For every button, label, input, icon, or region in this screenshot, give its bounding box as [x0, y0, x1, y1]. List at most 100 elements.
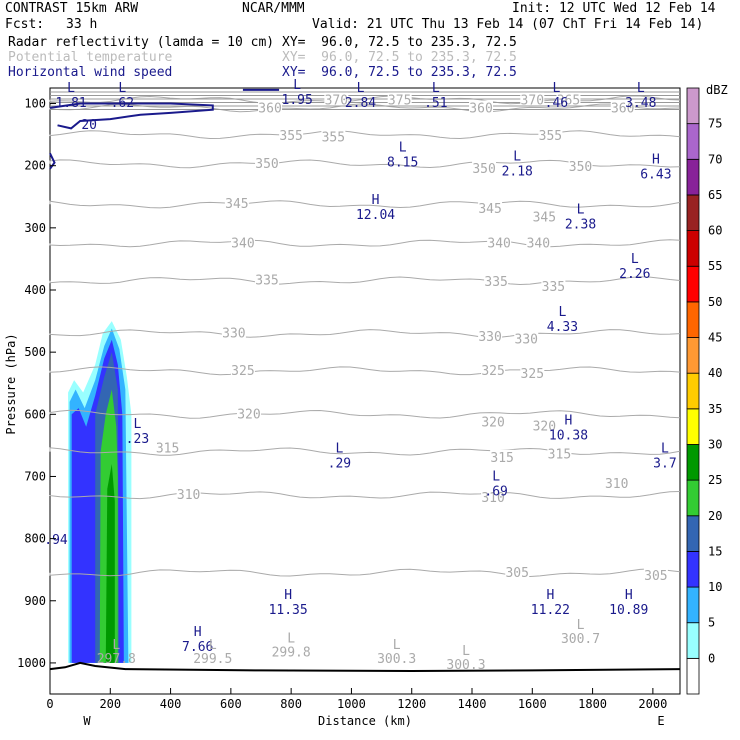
fcst-value: 33 h — [66, 17, 98, 32]
surface-marker-L: L — [462, 644, 470, 659]
theta-label-bg-33 — [547, 446, 572, 460]
theta-contour-315 — [49, 447, 681, 456]
colorbar-level-label: 55 — [708, 259, 722, 273]
extremum-marker-L: L — [513, 150, 521, 165]
extremum-value: 3.7 — [653, 457, 676, 472]
theta-label-335: 335 — [542, 280, 565, 295]
x-tick-label: 2000 — [638, 697, 667, 711]
theta-label-310: 310 — [481, 491, 504, 506]
extremum-marker-H: H — [546, 588, 554, 603]
extremum-value: .51 — [424, 96, 447, 111]
colorbar-segment — [686, 87, 700, 125]
theta-label-335: 335 — [484, 275, 507, 290]
center-name: NCAR/MMM — [242, 1, 305, 16]
extremum-value: .29 — [328, 457, 351, 472]
wind-contour-edge — [49, 152, 56, 170]
colorbar-segment — [686, 408, 700, 445]
extremum-marker-H: H — [652, 153, 660, 168]
theta-label-bg-36 — [604, 475, 629, 489]
theta-label-bg-9 — [321, 129, 346, 143]
terrain-line — [49, 661, 681, 673]
theta-label-350: 350 — [569, 160, 592, 175]
x-tick-label: 1800 — [578, 697, 607, 711]
theta-label-bg-17 — [487, 235, 512, 249]
colorbar-level-label: 50 — [708, 295, 722, 309]
colorbar-level-label: 65 — [708, 188, 722, 202]
theta-label-bg-26 — [481, 362, 506, 376]
theta-label-360: 360 — [258, 102, 281, 117]
theta-label-350: 350 — [255, 157, 278, 172]
theta-contour-355 — [49, 130, 681, 140]
theta-label-bg-1 — [324, 92, 349, 106]
extremum-marker-L: L — [492, 470, 500, 485]
theta-label-320: 320 — [481, 415, 504, 430]
y-tick-label: 900 — [24, 594, 46, 608]
theta-label-325: 325 — [231, 364, 254, 379]
theta-label-bg-34 — [176, 487, 201, 501]
theta-label-bg-19 — [255, 272, 280, 286]
x-end-left: W — [83, 714, 91, 728]
surface-value: 299.8 — [272, 646, 311, 661]
colorbar-segment — [686, 337, 700, 374]
theta-label-bg-13 — [224, 196, 249, 210]
colorbar-unit: dBZ — [706, 83, 728, 97]
colorbar-segment — [686, 444, 700, 481]
init-time: Init: 12 UTC Wed 12 Feb 14 — [512, 1, 716, 16]
theta-label-305: 305 — [505, 566, 528, 581]
colorbar-level-label: 45 — [708, 331, 722, 345]
field-3-xy: XY= 96.0, 72.5 to 235.3, 72.5 — [282, 65, 517, 80]
surface-marker-L: L — [287, 632, 295, 647]
theta-label-bg-16 — [230, 235, 255, 249]
extremum-marker-L: L — [118, 81, 126, 96]
theta-label-bg-28 — [236, 406, 261, 420]
colorbar-level-label: 60 — [708, 224, 722, 238]
extremum-marker-L: L — [432, 81, 440, 96]
extremum-marker-L: L — [293, 78, 301, 93]
theta-label-305: 305 — [644, 569, 667, 584]
x-tick-label: 1400 — [458, 697, 487, 711]
y-tick-label: 100 — [24, 97, 46, 111]
theta-label-bg-32 — [490, 449, 515, 463]
theta-label-360: 360 — [469, 102, 492, 117]
theta-label-340: 340 — [527, 236, 550, 251]
extremum-marker-L: L — [335, 442, 343, 457]
surface-marker-L: L — [112, 638, 120, 653]
colorbar-segment — [686, 586, 700, 624]
theta-label-bg-15 — [532, 209, 557, 223]
colorbar-segment — [686, 622, 700, 659]
y-tick-label: 600 — [24, 407, 46, 421]
colorbar-level-label: 35 — [708, 402, 722, 416]
colorbar-level-label: 0 — [708, 651, 715, 665]
extremum-marker-L: L — [134, 417, 142, 432]
theta-label-315: 315 — [490, 451, 513, 466]
extremum-value: .23 — [126, 432, 149, 447]
theta-label-355: 355 — [539, 129, 562, 144]
theta-label-320: 320 — [533, 420, 556, 435]
theta-label-bg-2 — [387, 92, 412, 106]
surface-value: 300.3 — [446, 658, 485, 673]
extremum-value: 11.35 — [269, 603, 308, 618]
theta-label-bg-20 — [484, 273, 509, 287]
colorbar-level-label: 15 — [708, 544, 722, 558]
theta-label-345: 345 — [478, 202, 501, 217]
extremum-value: 2.38 — [565, 217, 596, 232]
x-tick-label: 200 — [99, 697, 121, 711]
extremum-value: 12.04 — [356, 208, 395, 223]
x-tick-label: 1600 — [518, 697, 547, 711]
theta-label-330: 330 — [515, 333, 538, 348]
y-tick-label: 200 — [24, 159, 46, 173]
colorbar-level-label: 70 — [708, 152, 722, 166]
colorbar-level-label: 20 — [708, 509, 722, 523]
colorbar-segment — [686, 515, 700, 552]
x-tick-label: 0 — [46, 697, 53, 711]
theta-label-bg-29 — [481, 414, 506, 428]
theta-label-bg-30 — [532, 418, 557, 432]
surface-marker-L: L — [577, 618, 585, 633]
theta-label-bg-7 — [279, 127, 304, 141]
extremum-marker-L: L — [637, 81, 645, 96]
theta-label-bg-22 — [221, 325, 246, 339]
wind-contour-label: 20 — [81, 118, 97, 133]
extremum-marker-H: H — [565, 414, 573, 429]
theta-label-bg-37 — [505, 564, 530, 578]
x-axis-label: Distance (km) — [318, 714, 412, 728]
